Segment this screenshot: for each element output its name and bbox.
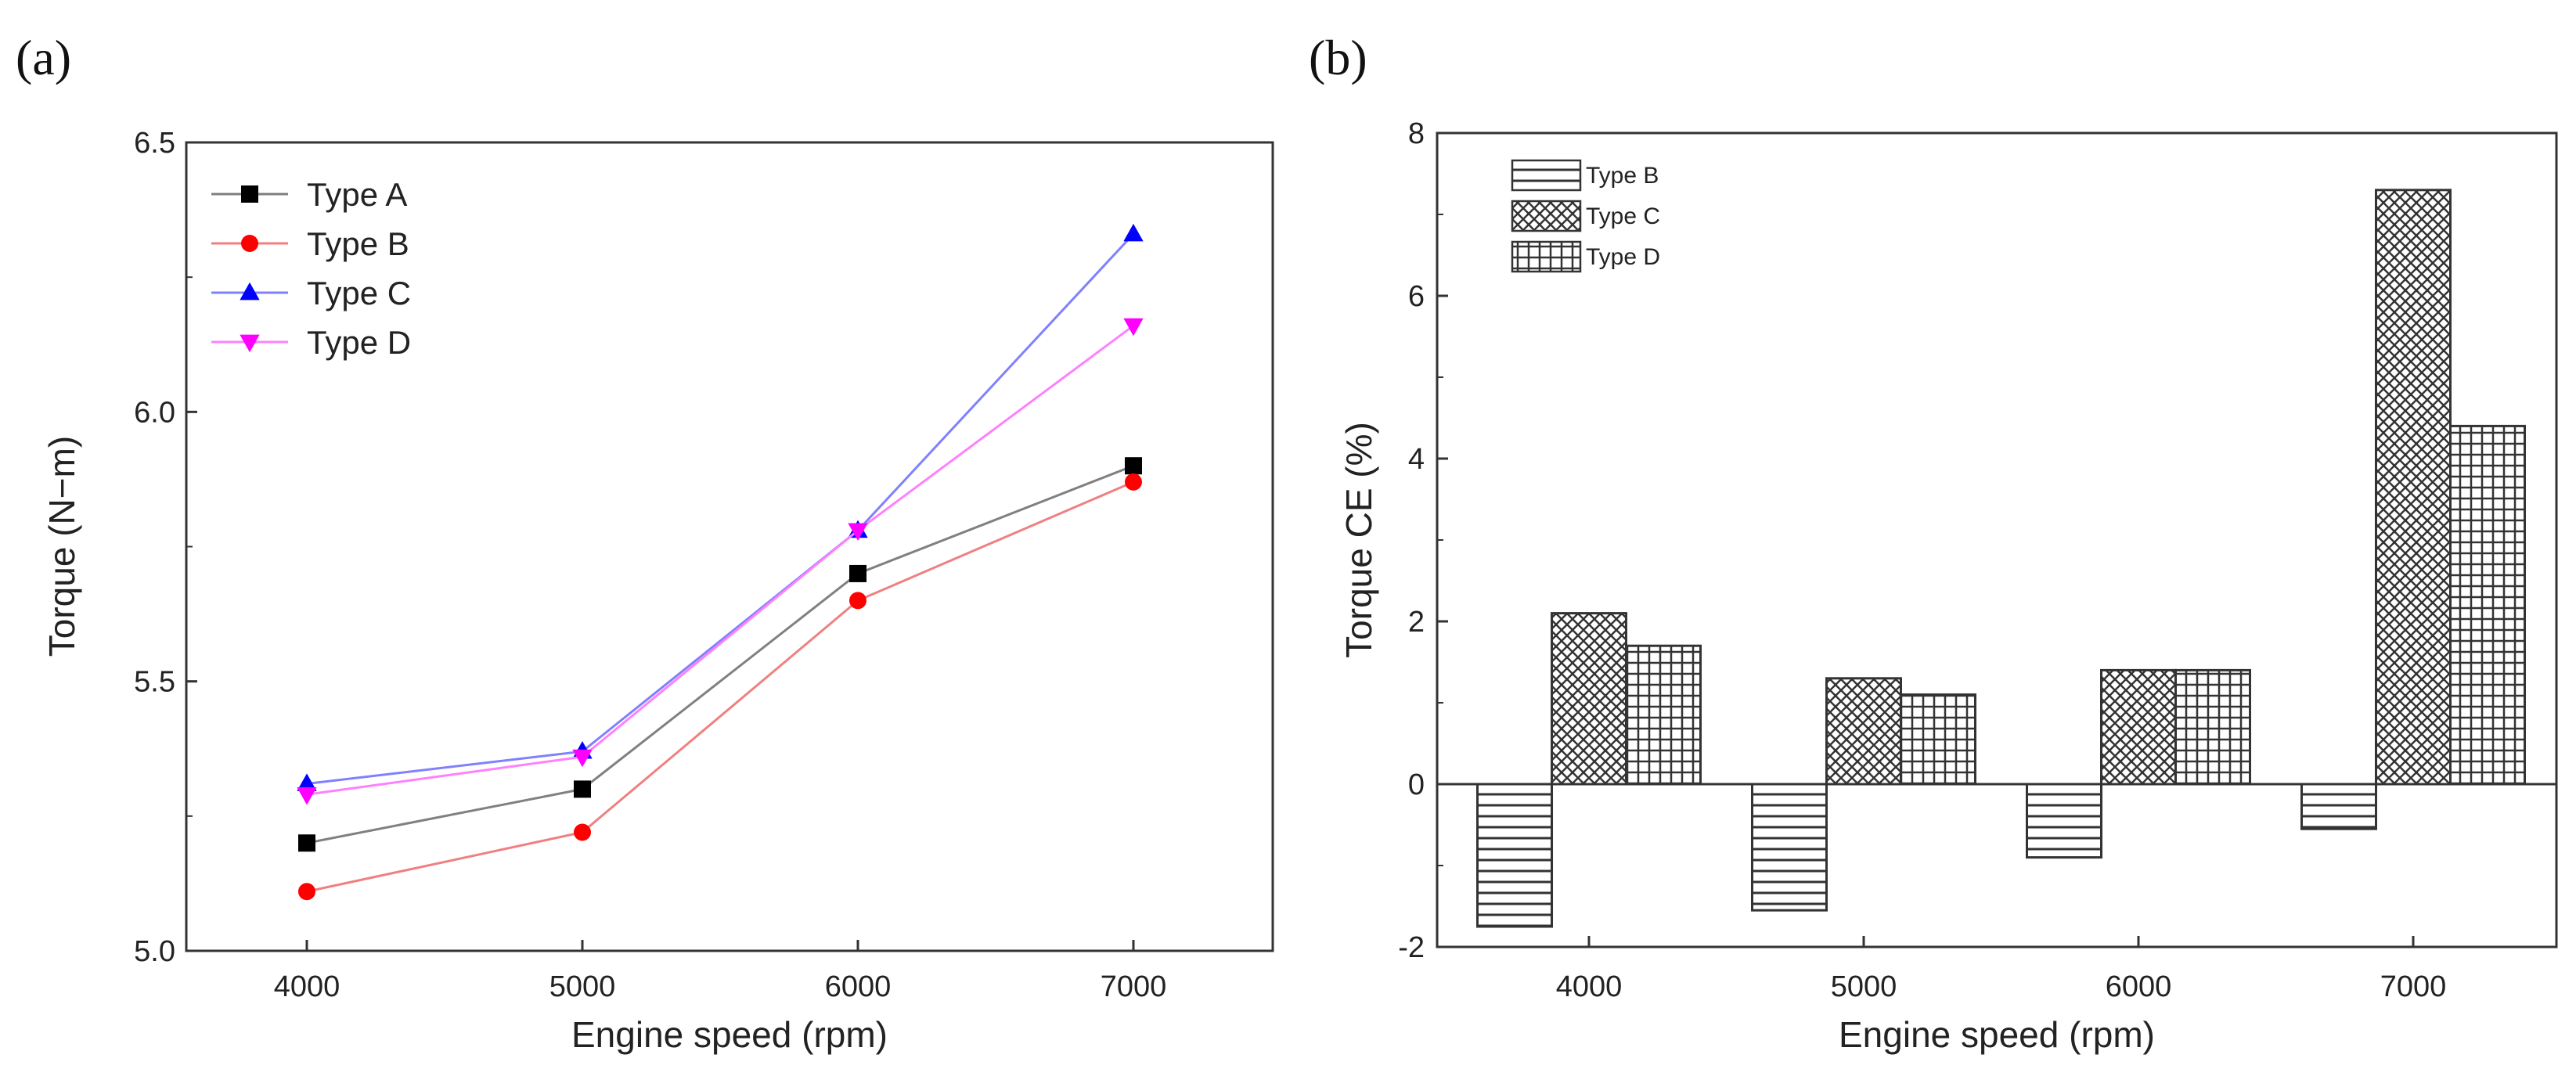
series-line — [306, 481, 1134, 893]
x-tick-label-b: 7000 — [2380, 970, 2447, 1003]
data-point — [298, 834, 315, 852]
y-tick-label-b: 0 — [1408, 768, 1425, 801]
y-tick-label-b: 2 — [1408, 606, 1425, 639]
legend-label: Type B — [307, 225, 409, 262]
series-line — [306, 464, 1134, 844]
legend-item-a: Type C — [211, 275, 411, 311]
legend-label: Type A — [307, 176, 407, 213]
bar-type-c — [1825, 677, 1902, 786]
series-type-a — [298, 457, 1142, 852]
bars-group-b — [1476, 189, 2526, 928]
x-axis-label-a: Engine speed (rpm) — [571, 1014, 888, 1055]
data-point — [574, 780, 591, 798]
chart-b: (b) 4000 5000 6000 7000 -2 0 2 4 6 8 Type B Type C… — [1309, 30, 2558, 1055]
series-type-b — [298, 473, 1142, 901]
axes-a: 4000 5000 6000 7000 5.0 5.5 6.0 6.5 — [134, 127, 1166, 1003]
y-tick-label-a: 6.0 — [134, 396, 175, 429]
data-point — [298, 883, 315, 901]
panel-label-a: (a) — [16, 30, 71, 85]
bar-type-b — [2026, 783, 2102, 859]
bar-type-c — [1551, 612, 1627, 786]
panel-label-b: (b) — [1309, 30, 1367, 85]
y-tick-label-a: 5.0 — [134, 935, 175, 968]
bar-type-d — [1900, 693, 1976, 786]
bar-type-b — [1751, 783, 1828, 912]
data-point — [1123, 318, 1144, 337]
legend-label: Type C — [1586, 203, 1660, 229]
bar-type-d — [2174, 668, 2251, 786]
y-tick-label-a: 5.5 — [134, 666, 175, 699]
series-type-c — [297, 223, 1144, 791]
y-tick-label-b: 8 — [1408, 117, 1425, 150]
data-point — [574, 823, 591, 841]
legend-marker — [240, 282, 260, 301]
bar-type-b — [2300, 783, 2377, 830]
legend-item-a: Type D — [211, 324, 411, 361]
bar-type-d — [1625, 644, 1702, 786]
x-tick-label-b: 4000 — [1556, 970, 1623, 1003]
series-line — [306, 233, 1135, 786]
legend-item-a: Type A — [211, 176, 407, 213]
legend-swatch — [1511, 200, 1582, 232]
x-tick-label-a: 4000 — [274, 970, 340, 1003]
legend-label: Type B — [1586, 163, 1659, 189]
x-tick-label-a: 5000 — [549, 970, 616, 1003]
data-point — [1123, 223, 1144, 242]
y-tick-label-b: 4 — [1408, 443, 1425, 476]
legend-item-b: Type C — [1511, 200, 1660, 232]
series-type-d — [297, 318, 1144, 805]
data-point — [849, 564, 866, 582]
bar-type-d — [2449, 424, 2526, 786]
data-point — [297, 786, 317, 805]
legend-marker — [241, 235, 258, 252]
plot-frame-a — [185, 141, 1274, 952]
legend-item-b: Type B — [1511, 159, 1659, 192]
legend-b: Type B Type C Type D — [1511, 159, 1660, 273]
bar-type-c — [2375, 189, 2452, 786]
legend-item-a: Type B — [211, 225, 409, 262]
y-axis-label-b: Torque CE (%) — [1338, 422, 1379, 658]
legend-swatch — [1511, 240, 1582, 273]
x-tick-label-b: 6000 — [2106, 970, 2172, 1003]
y-axis-label-a: Torque (N−m) — [41, 436, 82, 657]
bar-type-c — [2100, 668, 2177, 786]
x-axis-label-b: Engine speed (rpm) — [1839, 1014, 2155, 1055]
y-tick-label-a: 6.5 — [134, 127, 175, 160]
legend-item-b: Type D — [1511, 240, 1660, 273]
data-point — [297, 773, 317, 791]
series-line — [306, 324, 1134, 796]
legend-label: Type D — [307, 324, 411, 361]
data-point — [849, 592, 866, 610]
legend-label: Type D — [1586, 244, 1660, 270]
legend-a: Type A Type B Type C Type D — [211, 176, 411, 361]
y-tick-label-b: 6 — [1408, 280, 1425, 313]
axes-b: 4000 5000 6000 7000 -2 0 2 4 6 8 — [1398, 117, 2556, 1003]
data-point — [1125, 473, 1142, 491]
x-tick-label-a: 6000 — [825, 970, 892, 1003]
bar-type-b — [1476, 783, 1553, 928]
data-point — [572, 749, 593, 768]
x-tick-label-b: 5000 — [1831, 970, 1897, 1003]
series-group-a — [297, 223, 1144, 901]
legend-label: Type C — [307, 275, 411, 311]
legend-marker — [241, 185, 258, 203]
x-tick-label-a: 7000 — [1101, 970, 1167, 1003]
y-tick-label-b: -2 — [1398, 931, 1425, 964]
legend-marker — [240, 334, 260, 353]
data-point — [1125, 457, 1142, 475]
legend-swatch — [1511, 159, 1582, 192]
data-point — [848, 523, 868, 542]
